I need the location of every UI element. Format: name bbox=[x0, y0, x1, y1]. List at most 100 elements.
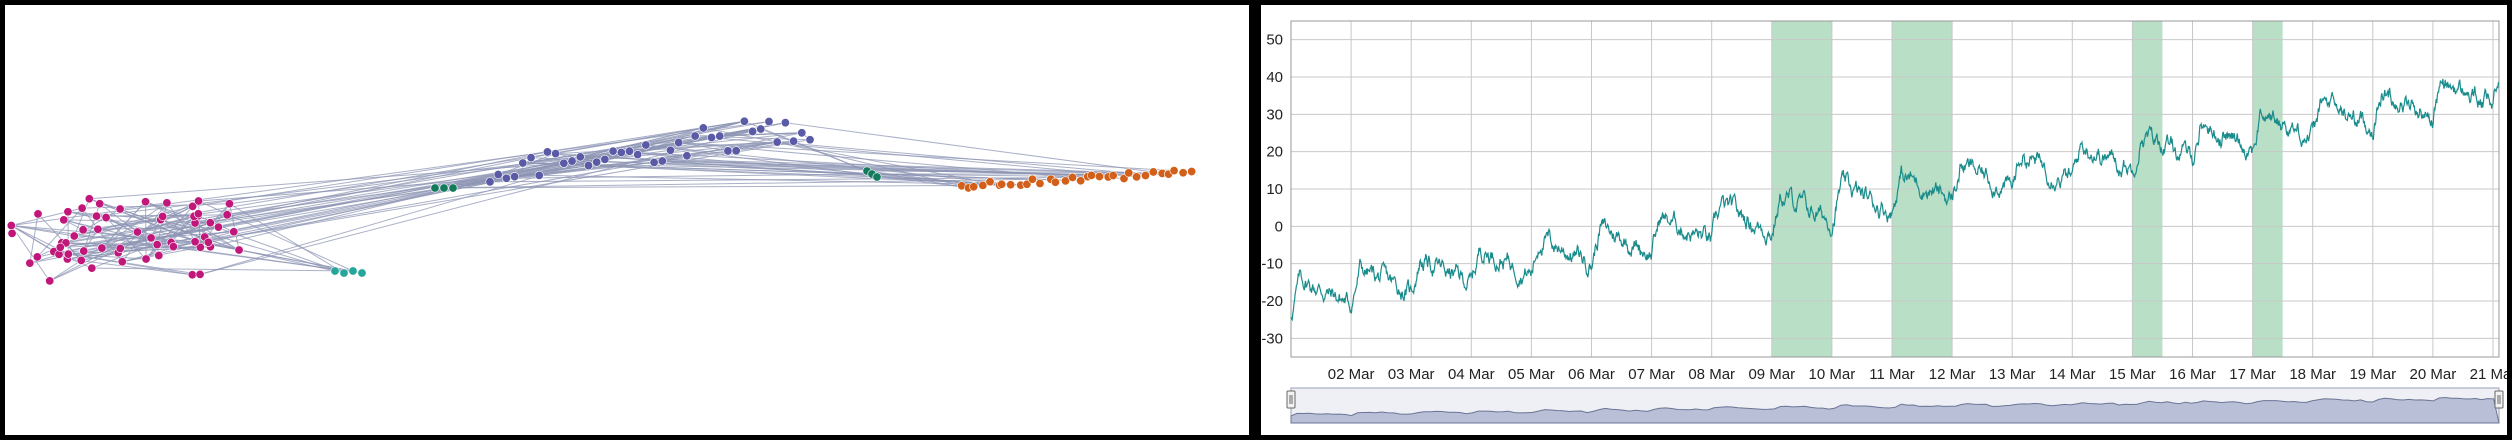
network-node-purple[interactable] bbox=[485, 177, 495, 187]
network-node-purple[interactable] bbox=[624, 146, 634, 156]
network-node-pink[interactable] bbox=[154, 250, 164, 260]
network-node-purple[interactable] bbox=[666, 145, 676, 155]
network-node-pink[interactable] bbox=[92, 211, 102, 221]
network-node-pink[interactable] bbox=[141, 197, 151, 207]
network-node-purple[interactable] bbox=[526, 153, 536, 163]
network-node-purple[interactable] bbox=[707, 132, 717, 142]
network-node-orange[interactable] bbox=[1094, 171, 1104, 181]
network-node-pink[interactable] bbox=[78, 225, 88, 235]
network-node-pink[interactable] bbox=[229, 227, 239, 237]
network-node-pink[interactable] bbox=[33, 209, 43, 219]
network-node-pink[interactable] bbox=[222, 210, 232, 220]
network-node-pink[interactable] bbox=[234, 245, 244, 255]
network-node-purple[interactable] bbox=[657, 156, 667, 166]
network-node-pink[interactable] bbox=[194, 196, 204, 206]
network-node-purple[interactable] bbox=[641, 140, 651, 150]
network-node-orange[interactable] bbox=[1169, 166, 1179, 176]
network-node-pink[interactable] bbox=[162, 198, 172, 208]
network-node-purple[interactable] bbox=[764, 117, 774, 127]
network-node-pink[interactable] bbox=[63, 249, 73, 259]
network-node-pink[interactable] bbox=[93, 224, 103, 234]
network-node-purple[interactable] bbox=[493, 169, 503, 179]
network-node-purple[interactable] bbox=[756, 124, 766, 134]
network-node-purple[interactable] bbox=[542, 147, 552, 157]
network-node-purple[interactable] bbox=[715, 131, 725, 141]
network-node-pink[interactable] bbox=[97, 243, 107, 253]
network-node-orange[interactable] bbox=[1148, 167, 1158, 177]
network-node-purple[interactable] bbox=[633, 150, 643, 160]
network-node-purple[interactable] bbox=[748, 126, 758, 136]
network-node-pink[interactable] bbox=[168, 242, 178, 252]
network-node-purple[interactable] bbox=[616, 148, 626, 158]
network-node-purple[interactable] bbox=[534, 170, 544, 180]
network-node-pink[interactable] bbox=[203, 237, 213, 247]
network-node-pink[interactable] bbox=[59, 215, 69, 225]
network-node-purple[interactable] bbox=[780, 118, 790, 128]
network-node-pink[interactable] bbox=[87, 263, 97, 273]
network-node-pink[interactable] bbox=[213, 222, 223, 232]
network-node-purple[interactable] bbox=[551, 149, 561, 159]
network-node-pink[interactable] bbox=[152, 240, 162, 250]
network-node-pink[interactable] bbox=[25, 258, 35, 268]
network-node-orange[interactable] bbox=[1086, 170, 1096, 180]
network-node-orange[interactable] bbox=[1076, 176, 1086, 186]
network-node-dark-green[interactable] bbox=[439, 183, 449, 193]
network-node-orange[interactable] bbox=[1187, 167, 1197, 177]
network-node-dark-green[interactable] bbox=[872, 172, 882, 182]
network-node-pink[interactable] bbox=[84, 194, 94, 204]
network-node-teal[interactable] bbox=[330, 266, 340, 276]
network-node-pink[interactable] bbox=[6, 221, 16, 231]
network-node-pink[interactable] bbox=[195, 242, 205, 252]
network-node-pink[interactable] bbox=[95, 199, 105, 209]
network-node-pink[interactable] bbox=[76, 255, 86, 265]
network-node-dark-green[interactable] bbox=[430, 183, 440, 193]
network-node-pink[interactable] bbox=[55, 242, 65, 252]
network-node-pink[interactable] bbox=[77, 203, 87, 213]
network-node-orange[interactable] bbox=[1068, 172, 1078, 182]
network-node-pink[interactable] bbox=[7, 228, 17, 238]
network-node-pink[interactable] bbox=[101, 213, 111, 223]
network-node-pink[interactable] bbox=[188, 201, 198, 211]
navigator-left-handle[interactable] bbox=[1286, 390, 1296, 409]
network-node-pink[interactable] bbox=[193, 209, 203, 219]
network-node-orange[interactable] bbox=[1140, 171, 1150, 181]
network-node-orange[interactable] bbox=[969, 182, 979, 192]
network-node-orange[interactable] bbox=[1132, 172, 1142, 182]
network-node-pink[interactable] bbox=[69, 231, 79, 241]
network-node-purple[interactable] bbox=[739, 116, 749, 126]
network-node-pink[interactable] bbox=[115, 204, 125, 214]
network-node-purple[interactable] bbox=[789, 136, 799, 146]
network-node-teal[interactable] bbox=[357, 268, 367, 278]
network-node-orange[interactable] bbox=[1035, 178, 1045, 188]
network-node-pink[interactable] bbox=[158, 211, 168, 221]
network-node-orange[interactable] bbox=[1006, 180, 1016, 190]
network-node-dark-green[interactable] bbox=[448, 183, 458, 193]
network-node-pink[interactable] bbox=[117, 257, 127, 267]
network-node-purple[interactable] bbox=[805, 135, 815, 145]
network-node-purple[interactable] bbox=[797, 128, 807, 138]
network-node-purple[interactable] bbox=[518, 158, 528, 168]
network-node-orange[interactable] bbox=[1178, 168, 1188, 178]
network-node-orange[interactable] bbox=[1124, 168, 1134, 178]
network-node-teal[interactable] bbox=[339, 268, 349, 278]
network-node-orange[interactable] bbox=[985, 177, 995, 187]
network-node-purple[interactable] bbox=[575, 152, 585, 162]
network-node-purple[interactable] bbox=[583, 161, 593, 171]
network-node-pink[interactable] bbox=[195, 269, 205, 279]
network-node-purple[interactable] bbox=[600, 154, 610, 164]
network-node-pink[interactable] bbox=[141, 254, 151, 264]
network-node-orange[interactable] bbox=[1050, 177, 1060, 187]
network-node-pink[interactable] bbox=[190, 237, 200, 247]
navigator-right-handle[interactable] bbox=[2494, 390, 2504, 409]
network-node-orange[interactable] bbox=[997, 179, 1007, 189]
network-node-pink[interactable] bbox=[205, 218, 215, 228]
network-node-pink[interactable] bbox=[146, 233, 156, 243]
network-node-pink[interactable] bbox=[63, 207, 73, 217]
network-node-purple[interactable] bbox=[608, 146, 618, 156]
network-node-purple[interactable] bbox=[674, 138, 684, 148]
network-node-orange[interactable] bbox=[1108, 170, 1118, 180]
network-node-purple[interactable] bbox=[772, 137, 782, 147]
network-node-purple[interactable] bbox=[682, 151, 692, 161]
network-node-pink[interactable] bbox=[132, 227, 142, 237]
network-node-purple[interactable] bbox=[698, 123, 708, 133]
